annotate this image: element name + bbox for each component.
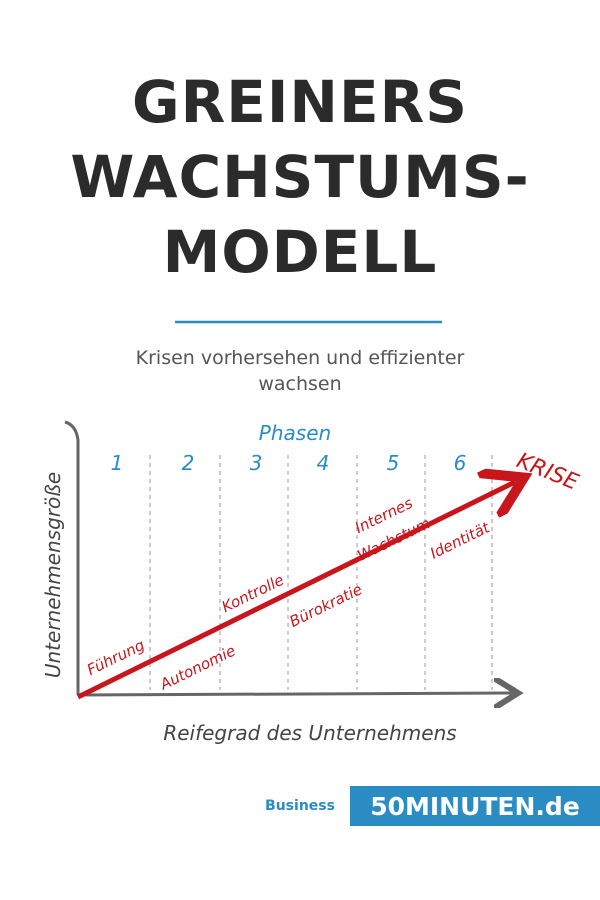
y-axis-label: Unternehmensgröße [41, 472, 65, 678]
title-line: WACHSTUMS- [70, 143, 529, 211]
phase-number: 2 [182, 451, 195, 475]
stage-label: Führung [84, 636, 147, 679]
crisis-label: KRISE [513, 448, 582, 495]
phase-number: 1 [111, 451, 124, 475]
diagram: Phasen 1 2 3 4 5 6 KRISE Unternehmensgrö… [41, 420, 582, 745]
phases-label: Phasen [259, 421, 331, 445]
subtitle-line: wachsen [258, 373, 341, 395]
brand: 50MINUTEN.de [370, 792, 580, 821]
title-line: MODELL [163, 218, 438, 286]
subtitle-line: Krisen vorhersehen und effizienter [136, 347, 465, 369]
category: Business [265, 798, 335, 814]
title-line: GREINERS [132, 68, 468, 136]
brand-box [350, 786, 600, 826]
phase-number: 3 [250, 451, 263, 475]
phase-number: 4 [317, 451, 330, 475]
stage-label: Identität [427, 518, 493, 563]
phase-number: 6 [454, 451, 467, 475]
phase-number: 5 [387, 451, 400, 475]
x-axis-label: Reifegrad des Unternehmens [163, 721, 456, 745]
stage-label: Autonomie [156, 642, 238, 694]
